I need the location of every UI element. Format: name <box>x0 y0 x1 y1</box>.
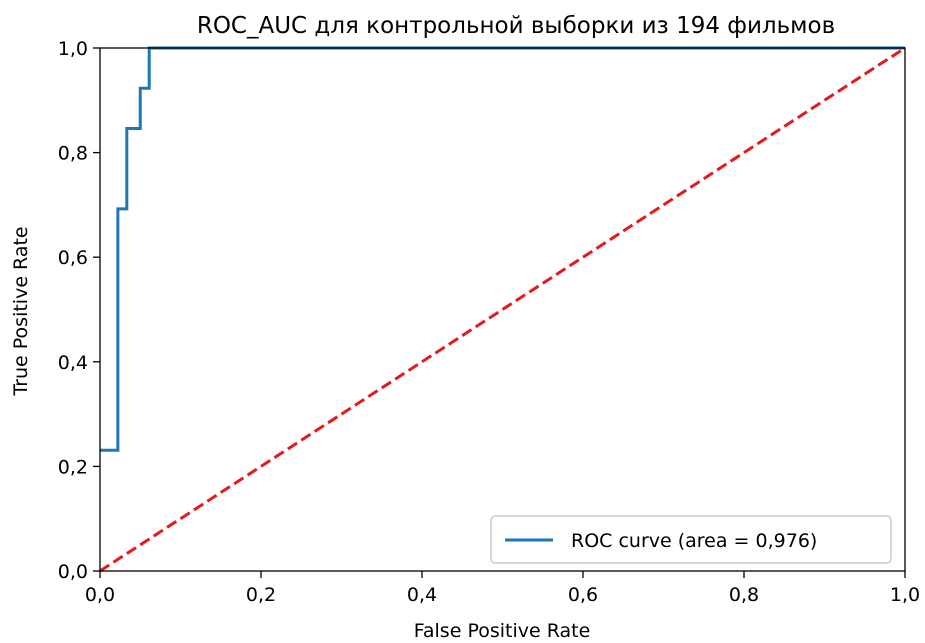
x-tick-label: 0,4 <box>407 584 437 606</box>
legend: ROC curve (area = 0,976) <box>490 515 892 564</box>
x-tick-label: 0,2 <box>246 584 276 606</box>
legend-label-roc-curve: ROC curve (area = 0,976) <box>571 530 817 552</box>
chance-diagonal-line <box>99 46 906 573</box>
y-axis-title: True Positive Rate <box>10 226 32 396</box>
y-tick-label: 1,0 <box>58 38 88 60</box>
chart-title: ROC_AUC для контрольной выборки из 194 ф… <box>197 13 835 39</box>
y-tick-label: 0,4 <box>58 352 88 374</box>
roc-curve-line <box>100 46 905 452</box>
x-tick-label: 0,8 <box>729 584 759 606</box>
x-tick-label: 1,0 <box>890 584 920 606</box>
x-axis-title: False Positive Rate <box>414 620 591 642</box>
y-tick-label: 0,8 <box>58 143 88 165</box>
y-tick-label: 0,6 <box>58 247 88 269</box>
x-tick-label: 0,0 <box>85 584 115 606</box>
y-tick-label: 0,0 <box>58 561 88 583</box>
y-tick-label: 0,2 <box>58 456 88 478</box>
legend-box <box>490 515 892 564</box>
plot-area: 0,0 0,2 0,4 0,6 0,8 1,0 0,0 0,2 0,4 0,6 0,8 1,0 <box>58 38 920 606</box>
x-tick-label: 0,6 <box>568 584 598 606</box>
plot-frame <box>99 47 906 572</box>
